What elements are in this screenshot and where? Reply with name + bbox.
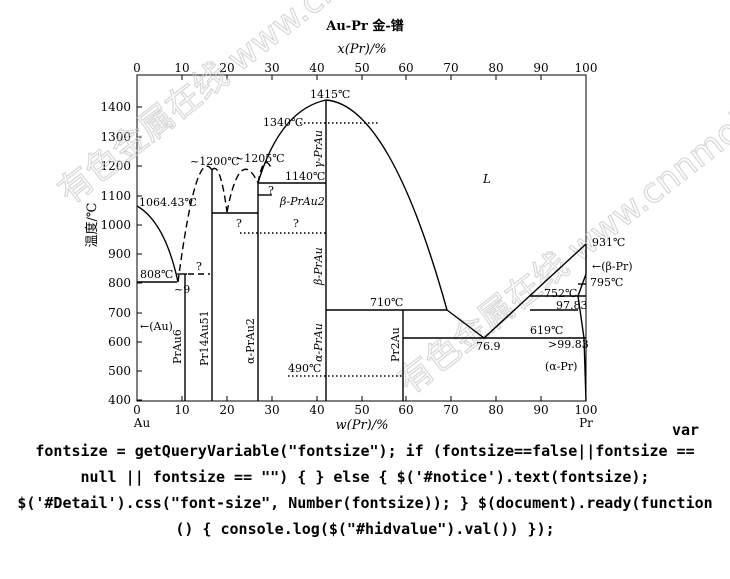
label-1200: ~1200℃ xyxy=(190,155,240,168)
diagram-title: Au-Pr 金-镨 xyxy=(325,18,403,34)
left-tick-600: 600 xyxy=(108,335,131,349)
bottom-axis-tick-labels: 0 10 20 30 40 50 60 70 80 90 100 Au Pr xyxy=(133,403,598,430)
bottom-tick-60: 60 xyxy=(398,403,413,417)
label-9783: 97.83 xyxy=(556,299,588,312)
label-beta-pr: ←(β-Pr) xyxy=(592,260,633,273)
label-q3: ? xyxy=(293,217,299,230)
label-769: 76.9 xyxy=(476,340,501,353)
label-9: ~9 xyxy=(174,283,190,296)
label-pr2au: Pr2Au xyxy=(389,327,402,362)
left-tick-700: 700 xyxy=(108,306,131,320)
top-tick-50: 50 xyxy=(354,61,369,75)
label-au-phase: ←(Au) xyxy=(140,320,173,333)
top-tick-20: 20 xyxy=(219,61,234,75)
left-axis-label: 温度/℃ xyxy=(84,203,100,248)
phase-diagram: Au-Pr 金-镨 x(Pr)/% 0 10 20 30 40 50 60 70… xyxy=(50,0,730,430)
top-tick-80: 80 xyxy=(488,61,503,75)
label-808: 808℃ xyxy=(140,268,173,281)
label-9983: >99.83 xyxy=(548,338,589,351)
code-line-1: fontsize = getQueryVariable("fontsize");… xyxy=(35,442,695,460)
bottom-tick-70: 70 xyxy=(443,403,458,417)
dome-1205 xyxy=(226,161,273,213)
label-liquid: L xyxy=(482,172,491,186)
top-tick-0: 0 xyxy=(133,61,141,75)
prau-dome-left xyxy=(257,99,327,184)
prau-liquidus-right xyxy=(325,99,448,311)
left-tick-400: 400 xyxy=(108,393,131,407)
label-q1: ? xyxy=(196,260,202,273)
label-1415: 1415℃ xyxy=(310,88,350,101)
alpha-pr-solvus xyxy=(577,295,587,402)
top-axis-tick-labels: 0 10 20 30 40 50 60 70 80 90 100 xyxy=(133,61,597,75)
diagram-labels: 1415℃ 1340℃ ~1200℃ ~1205℃ 1140℃ 1064.43℃… xyxy=(139,88,633,375)
label-490: 490℃ xyxy=(288,362,321,375)
bottom-tick-10: 10 xyxy=(174,403,189,417)
top-tick-10: 10 xyxy=(174,61,189,75)
left-tick-1100: 1100 xyxy=(100,189,131,203)
pr-liquidus xyxy=(483,243,587,339)
bottom-tick-20: 20 xyxy=(219,403,234,417)
dotted-lines xyxy=(240,122,403,377)
top-axis-ticks xyxy=(136,75,587,80)
label-gamma-prau: γ-PrAu xyxy=(312,130,325,168)
phase-lines xyxy=(136,99,587,402)
bottom-end-au: Au xyxy=(133,416,151,430)
label-795: 795℃ xyxy=(590,276,623,289)
top-tick-60: 60 xyxy=(398,61,413,75)
label-alpha-prau: α-PrAu xyxy=(312,323,325,362)
left-tick-1300: 1300 xyxy=(100,130,131,144)
label-beta-prau: β-PrAu xyxy=(312,247,325,286)
top-tick-70: 70 xyxy=(443,61,458,75)
au-liquidus xyxy=(136,205,179,283)
dome-1200 xyxy=(177,165,228,283)
left-tick-1000: 1000 xyxy=(100,218,131,232)
top-axis-label: x(Pr)/% xyxy=(337,42,386,57)
bottom-end-pr: Pr xyxy=(579,416,593,430)
label-q4: ? xyxy=(268,184,274,197)
left-axis-tick-labels: 400 500 600 700 800 900 1000 1100 1200 1… xyxy=(100,100,131,407)
bottom-tick-0: 0 xyxy=(133,403,141,417)
top-tick-40: 40 xyxy=(309,61,324,75)
bottom-tick-90: 90 xyxy=(533,403,548,417)
label-pr14au51: Pr14Au51 xyxy=(198,310,211,366)
label-931: 931℃ xyxy=(592,236,625,249)
bottom-tick-40: 40 xyxy=(309,403,324,417)
left-tick-900: 900 xyxy=(108,247,131,261)
label-q2: ? xyxy=(236,217,242,230)
liquidus-to-eutectic xyxy=(446,309,485,339)
bottom-axis-ticks xyxy=(136,396,587,401)
label-619: 619℃ xyxy=(530,324,563,337)
left-tick-1400: 1400 xyxy=(100,100,131,114)
top-tick-100: 100 xyxy=(575,61,598,75)
label-1064: 1064.43℃ xyxy=(139,196,197,209)
label-1205: ~1205℃ xyxy=(235,152,285,165)
bottom-tick-80: 80 xyxy=(488,403,503,417)
bottom-tick-50: 50 xyxy=(354,403,369,417)
label-752: 752℃ xyxy=(544,287,577,300)
label-alpha-prau2: α-PrAu2 xyxy=(244,318,257,364)
left-axis-ticks xyxy=(137,106,142,401)
beta-pr-solvus xyxy=(577,244,587,297)
left-tick-500: 500 xyxy=(108,364,131,378)
label-710: 710℃ xyxy=(370,296,403,309)
bottom-tick-100: 100 xyxy=(575,403,598,417)
label-beta-prau2: β-PrAu2 xyxy=(279,195,325,208)
label-1140: 1140℃ xyxy=(285,170,325,183)
top-tick-90: 90 xyxy=(533,61,548,75)
bottom-axis-label: w(Pr)/% xyxy=(336,418,389,430)
code-line-3: $('#Detail').css("font-size", Number(fon… xyxy=(17,494,713,512)
code-line-2: null || fontsize == "") { } else { $('#n… xyxy=(80,468,650,486)
label-1340: 1340℃ xyxy=(263,116,303,129)
top-tick-30: 30 xyxy=(264,61,279,75)
left-tick-1200: 1200 xyxy=(100,159,131,173)
bottom-tick-30: 30 xyxy=(264,403,279,417)
code-var: var xyxy=(672,421,700,439)
code-line-4: () { console.log($("#hidvalue").val()) }… xyxy=(175,520,555,538)
label-prau6: PrAu6 xyxy=(171,329,184,364)
left-tick-800: 800 xyxy=(108,276,131,290)
label-alpha-pr: (α-Pr) xyxy=(545,360,577,373)
